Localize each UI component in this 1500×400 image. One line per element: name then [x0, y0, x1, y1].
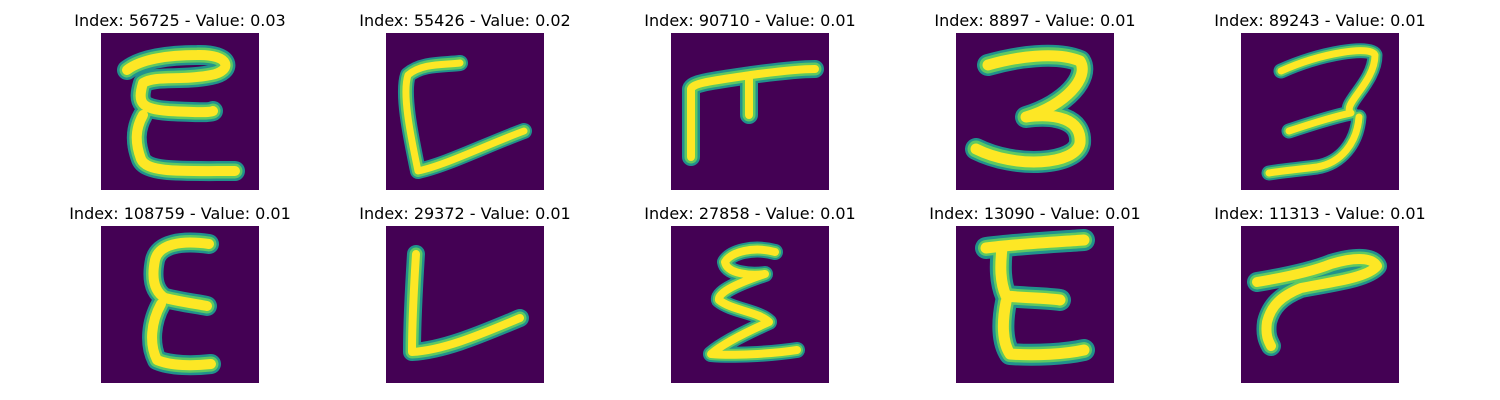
digit-image	[386, 33, 544, 190]
panel-title: Index: 29372 - Value: 0.01	[359, 204, 571, 223]
glyph-strokes	[965, 44, 1094, 173]
sample-panel: Index: 108759 - Value: 0.01	[60, 204, 300, 394]
digit-image	[386, 226, 544, 383]
glyph-strokes	[1247, 249, 1387, 356]
panel-title: Index: 90710 - Value: 0.01	[644, 11, 856, 30]
glyph-strokes	[403, 245, 529, 361]
sample-panel: Index: 29372 - Value: 0.01	[345, 204, 585, 394]
panel-title: Index: 55426 - Value: 0.02	[359, 11, 571, 30]
sample-panel: Index: 11313 - Value: 0.01	[1200, 204, 1440, 394]
panel-title: Index: 27858 - Value: 0.01	[644, 204, 856, 223]
glyph-strokes	[975, 229, 1095, 366]
glyph-strokes	[397, 55, 532, 179]
glyph-strokes	[682, 60, 824, 166]
sample-panel: Index: 27858 - Value: 0.01	[630, 204, 870, 394]
digit-image	[671, 33, 829, 190]
sample-panel: Index: 89243 - Value: 0.01	[1200, 11, 1440, 201]
panel-title: Index: 89243 - Value: 0.01	[1214, 11, 1426, 30]
digit-image	[1241, 226, 1399, 383]
digit-image	[101, 33, 259, 190]
sample-panel: Index: 90710 - Value: 0.01	[630, 11, 870, 201]
sample-panel: Index: 13090 - Value: 0.01	[915, 204, 1155, 394]
glyph-strokes	[117, 45, 245, 182]
glyph-strokes	[142, 232, 221, 376]
digit-image	[671, 226, 829, 383]
panel-title: Index: 108759 - Value: 0.01	[69, 204, 291, 223]
panel-title: Index: 13090 - Value: 0.01	[929, 204, 1141, 223]
digit-image	[101, 226, 259, 383]
panel-title: Index: 8897 - Value: 0.01	[934, 11, 1136, 30]
panel-title: Index: 56725 - Value: 0.03	[74, 11, 286, 30]
sample-panel: Index: 55426 - Value: 0.02	[345, 11, 585, 201]
glyph-strokes	[1261, 43, 1383, 181]
sample-panel: Index: 8897 - Value: 0.01	[915, 11, 1155, 201]
digit-image	[956, 226, 1114, 383]
digit-image	[956, 33, 1114, 190]
digit-image	[1241, 33, 1399, 190]
sample-panel: Index: 56725 - Value: 0.03	[60, 11, 300, 201]
glyph-strokes	[703, 241, 805, 363]
panel-title: Index: 11313 - Value: 0.01	[1214, 204, 1426, 223]
